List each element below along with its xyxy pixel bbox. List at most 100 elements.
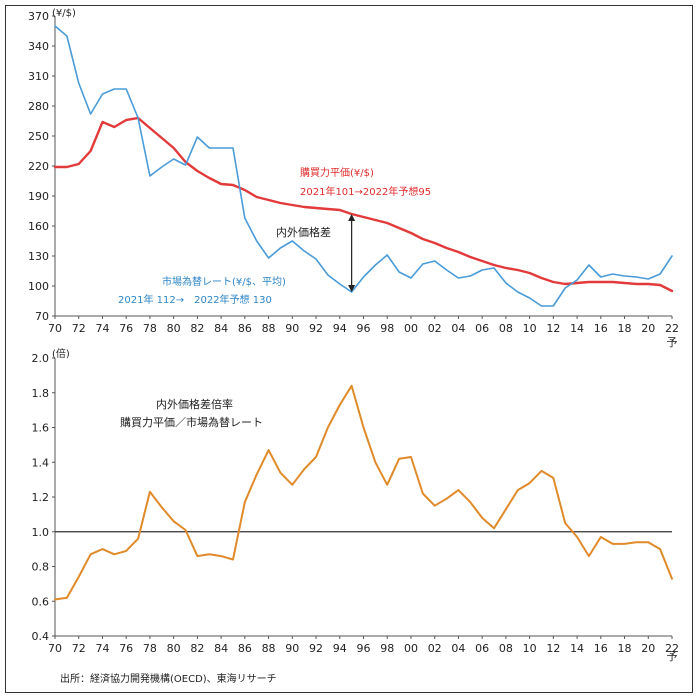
top-y-tick-label: 190 <box>28 190 49 203</box>
top-x-tick-label: 74 <box>95 322 109 335</box>
top-x-tick-label: 78 <box>143 322 157 335</box>
bot-x-tick-label: 78 <box>143 642 157 655</box>
top-y-tick-label: 280 <box>28 100 49 113</box>
top-x-tick-label: 16 <box>594 322 608 335</box>
ratio-title: 内外価格差倍率 <box>156 397 233 411</box>
top-axes <box>52 15 673 319</box>
top-x-tick-label: 92 <box>309 322 323 335</box>
top-x-tick-label: 20 <box>641 322 655 335</box>
bot-x-tick-label: 86 <box>238 642 252 655</box>
top-x-tick-label: 90 <box>285 322 299 335</box>
bot-x-tick-label: 94 <box>333 642 347 655</box>
top-x-tick-label: 88 <box>262 322 276 335</box>
bot-y-tick-label: 1.0 <box>32 526 50 539</box>
bot-y-tick-label: 0.6 <box>32 595 50 608</box>
bot-x-tick-label: 82 <box>190 642 204 655</box>
top-x-tick-label: 76 <box>119 322 133 335</box>
top-y-tick-label: 220 <box>28 160 49 173</box>
bot-y-tick-label: 1.6 <box>32 422 50 435</box>
top-y-tick-label: 130 <box>28 250 49 263</box>
bot-x-tick-label: 10 <box>523 642 537 655</box>
gap-label: 内外価格差 <box>276 225 331 239</box>
bottom-series-group <box>54 384 673 601</box>
bot-x-tick-label: 20 <box>641 642 655 655</box>
top-x-tick-label: 86 <box>238 322 252 335</box>
top-x-tick-label: 22 <box>665 322 679 335</box>
top-x-tick-label: 96 <box>357 322 371 335</box>
top-x-tick-label: 84 <box>214 322 228 335</box>
top-y-tick-label: 310 <box>28 70 49 83</box>
top-y-tick-labels: 70 100 130 160 190 220 250 280 310 340 370 <box>28 10 49 323</box>
top-x-suffix: 予 <box>667 336 678 349</box>
bot-x-tick-label: 98 <box>380 642 394 655</box>
top-y-tick-label: 160 <box>28 220 49 233</box>
bot-x-tick-label: 04 <box>451 642 465 655</box>
top-x-tick-label: 94 <box>333 322 347 335</box>
top-x-tick-label: 72 <box>72 322 86 335</box>
bot-x-tick-label: 02 <box>428 642 442 655</box>
bottom-y-tick-labels: 0.4 0.6 0.8 1.0 1.2 1.4 1.6 1.8 2.0 <box>32 352 50 643</box>
bot-x-tick-label: 16 <box>594 642 608 655</box>
bot-x-tick-label: 00 <box>404 642 418 655</box>
bot-x-tick-label: 70 <box>48 642 62 655</box>
source-note: 出所：経済協力開発機構(OECD)、東海リサーチ <box>60 672 277 685</box>
gap-arrow-head-up <box>348 214 356 221</box>
bottom-unit-label: (倍) <box>52 347 70 360</box>
bot-x-tick-label: 06 <box>475 642 489 655</box>
bot-x-tick-label: 74 <box>95 642 109 655</box>
top-y-tick-label: 250 <box>28 130 49 143</box>
top-x-tick-label: 06 <box>475 322 489 335</box>
ppp-note: 2021年101→2022年予想95 <box>300 185 431 198</box>
gap-arrow-head-down <box>348 285 356 292</box>
top-series-line-0 <box>53 116 674 293</box>
bottom-chart: (倍) 70 72 74 76 78 80 82 84 86 88 90 92 94 96 98 00 02 04… <box>32 347 680 663</box>
top-x-tick-label: 02 <box>428 322 442 335</box>
top-x-tick-label: 98 <box>380 322 394 335</box>
bot-y-tick-label: 0.4 <box>32 630 50 643</box>
bot-x-tick-label: 18 <box>618 642 632 655</box>
top-chart: (¥/$) 70 72 74 76 78 80 82 84 86 88 90 92 94 96 98 00 02… <box>28 8 679 349</box>
top-unit-label: (¥/$) <box>52 8 76 19</box>
bot-x-tick-label: 14 <box>570 642 584 655</box>
top-x-tick-label: 70 <box>48 322 62 335</box>
bot-y-tick-label: 2.0 <box>32 352 50 365</box>
bot-x-tick-label: 72 <box>72 642 86 655</box>
bot-y-tick-label: 1.4 <box>32 456 50 469</box>
gap-annotation: 内外価格差 <box>276 214 356 292</box>
bottom-x-tick-labels: 70 72 74 76 78 80 82 84 86 88 90 92 94 96 98 00 02 04 06 08… <box>48 642 679 655</box>
top-x-tick-label: 14 <box>570 322 584 335</box>
bot-x-tick-label: 84 <box>214 642 228 655</box>
top-x-tick-labels: 70 72 74 76 78 80 82 84 86 88 90 92 94 96 98 00 02 04 06 08… <box>48 322 679 335</box>
bot-x-tick-label: 92 <box>309 642 323 655</box>
top-x-tick-label: 00 <box>404 322 418 335</box>
bottom-x-suffix: 予 <box>667 650 678 663</box>
fx-title: 市場為替レート(¥/$、平均) <box>162 275 286 288</box>
top-y-tick-label: 340 <box>28 40 49 53</box>
bot-x-tick-label: 12 <box>546 642 560 655</box>
top-x-tick-label: 08 <box>499 322 513 335</box>
bot-x-tick-label: 90 <box>285 642 299 655</box>
bottom-axes <box>52 357 673 639</box>
top-y-tick-label: 70 <box>35 310 49 323</box>
top-series-line-1 <box>54 25 673 307</box>
bot-series-line-0 <box>54 384 673 601</box>
bot-x-tick-label: 22 <box>665 642 679 655</box>
top-x-tick-label: 12 <box>546 322 560 335</box>
bot-x-tick-label: 08 <box>499 642 513 655</box>
bot-y-tick-label: 1.2 <box>32 491 50 504</box>
bot-x-tick-label: 76 <box>119 642 133 655</box>
bot-x-tick-label: 96 <box>357 642 371 655</box>
top-series-group <box>53 25 674 307</box>
ratio-formula: 購買力平価／市場為替レート <box>120 415 263 429</box>
bot-y-tick-label: 0.8 <box>32 561 50 574</box>
chart-frame <box>5 5 693 693</box>
bot-y-tick-label: 1.8 <box>32 387 50 400</box>
bot-x-tick-label: 80 <box>167 642 181 655</box>
top-y-tick-label: 100 <box>28 280 49 293</box>
top-y-tick-label: 370 <box>28 10 49 23</box>
fx-note: 2021年 112→ 2022年予想 130 <box>118 293 272 306</box>
top-x-tick-label: 80 <box>167 322 181 335</box>
top-x-tick-label: 82 <box>190 322 204 335</box>
top-x-tick-label: 10 <box>523 322 537 335</box>
bot-x-tick-label: 88 <box>262 642 276 655</box>
